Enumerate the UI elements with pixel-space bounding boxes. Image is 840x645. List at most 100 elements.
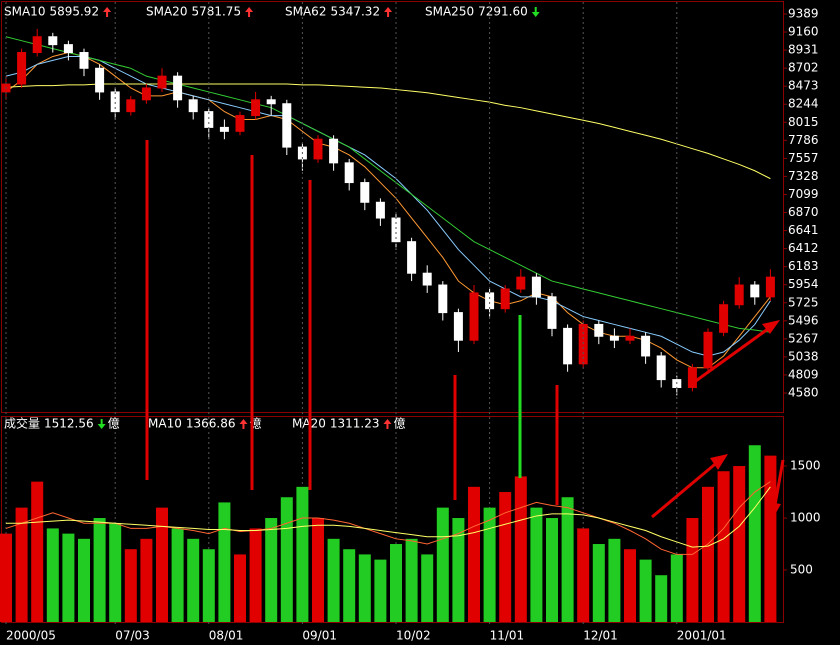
trend-arrow — [692, 324, 773, 385]
x-tick-label: 12/01 — [583, 629, 618, 643]
candle-body — [719, 304, 729, 333]
volume-bar — [561, 497, 574, 622]
candle-body — [235, 115, 245, 132]
volume-bar — [468, 486, 480, 622]
candle-body — [48, 36, 58, 46]
volume-bar — [312, 518, 324, 622]
y-tick-label: 5038 — [788, 349, 819, 363]
volume-bar — [483, 507, 496, 622]
volume-bar — [733, 466, 746, 622]
up-arrow — [384, 7, 393, 17]
annotations — [145, 140, 785, 520]
volume-bar — [124, 549, 137, 622]
volume-bar — [93, 518, 106, 622]
y-tick-label: 7557 — [788, 151, 819, 165]
candle-body — [516, 276, 526, 290]
legend-name: MA10 — [148, 417, 182, 431]
candle-body — [625, 335, 635, 341]
candle-body — [329, 138, 339, 164]
legend-value: 5895.92 — [49, 5, 99, 19]
ma-line — [5, 55, 771, 357]
candle-body — [79, 52, 89, 69]
candle-body — [313, 138, 323, 160]
y-tick-label: 5267 — [788, 331, 819, 345]
up-arrow — [239, 419, 248, 429]
y-tick-label: 4580 — [788, 386, 819, 400]
volume-bar — [140, 538, 153, 622]
volume-bar — [249, 528, 262, 622]
volume-bar — [499, 492, 512, 622]
arrow-head — [710, 454, 728, 470]
volume-bar — [764, 455, 777, 622]
candle-body — [360, 182, 370, 203]
candle-body — [547, 296, 557, 329]
volume-bar — [436, 507, 449, 622]
legend-value: 1366.86 — [186, 417, 236, 431]
y-tick-label: 8702 — [788, 61, 819, 75]
x-tick-label: 11/01 — [490, 629, 525, 643]
volume-ma-line — [6, 486, 771, 548]
y-tick-label: 8931 — [788, 43, 819, 57]
volume-frame — [1, 416, 784, 623]
candle-body — [469, 292, 479, 341]
candle-body — [563, 327, 573, 365]
legend-unit: 億 — [393, 417, 405, 431]
volume-bar — [530, 507, 543, 622]
candle-body — [609, 335, 619, 341]
candle-body — [173, 75, 183, 101]
y-tick-label: 7328 — [788, 169, 819, 183]
candle-body — [656, 355, 666, 381]
y-tick-label: 5725 — [788, 295, 819, 309]
legend-name: SMA20 — [146, 5, 187, 19]
candle-body — [734, 284, 744, 306]
candle-body — [687, 367, 697, 388]
volume-bar — [702, 486, 714, 622]
ma-line — [5, 83, 771, 180]
y-tick-label: 6870 — [788, 205, 819, 219]
y-tick-label: 9389 — [788, 6, 819, 20]
legend-unit: 億 — [108, 417, 120, 431]
x-tick-label: 07/03 — [115, 629, 150, 643]
volume-bar — [0, 533, 12, 622]
volume-bar — [156, 507, 168, 622]
volume-bar — [421, 554, 434, 622]
volume-bar — [686, 518, 699, 622]
volume-bar — [592, 544, 605, 622]
volume-bar — [327, 538, 340, 622]
legend-value: 1311.23 — [330, 417, 380, 431]
arrow-head — [767, 502, 781, 520]
volume-bar — [218, 502, 231, 622]
y-tick-label: 8015 — [788, 115, 819, 129]
volume-bar — [514, 476, 527, 622]
legend-name: SMA250 — [425, 5, 474, 19]
legend-value: 1512.56 — [44, 417, 94, 431]
x-tick-label: 09/01 — [302, 629, 337, 643]
volume-bar — [639, 559, 652, 622]
candle-body — [641, 335, 651, 357]
volume-bar — [78, 538, 90, 622]
volume-bar — [374, 559, 387, 622]
candle-body — [407, 241, 417, 274]
y-tick-label: 6183 — [788, 259, 819, 273]
candle-body — [500, 288, 510, 310]
up-arrow — [245, 7, 254, 17]
volume-bar — [717, 471, 730, 622]
volume-bar — [577, 528, 590, 622]
trend-arrow — [651, 458, 721, 519]
volume-bar — [655, 575, 668, 622]
candle-body — [750, 284, 760, 298]
up-arrow — [383, 419, 392, 429]
volume-bar — [748, 445, 761, 622]
y-tick-label: 1500 — [790, 459, 821, 473]
y-tick-label: 5954 — [788, 277, 819, 291]
trend-arrow — [773, 459, 785, 506]
y-tick-label: 5496 — [788, 313, 819, 327]
volume-bar — [202, 549, 215, 622]
y-tick-label: 6641 — [788, 223, 819, 237]
legend-value: 7291.60 — [478, 5, 528, 19]
candle-body — [17, 52, 27, 85]
legend-name: SMA62 — [285, 5, 326, 19]
